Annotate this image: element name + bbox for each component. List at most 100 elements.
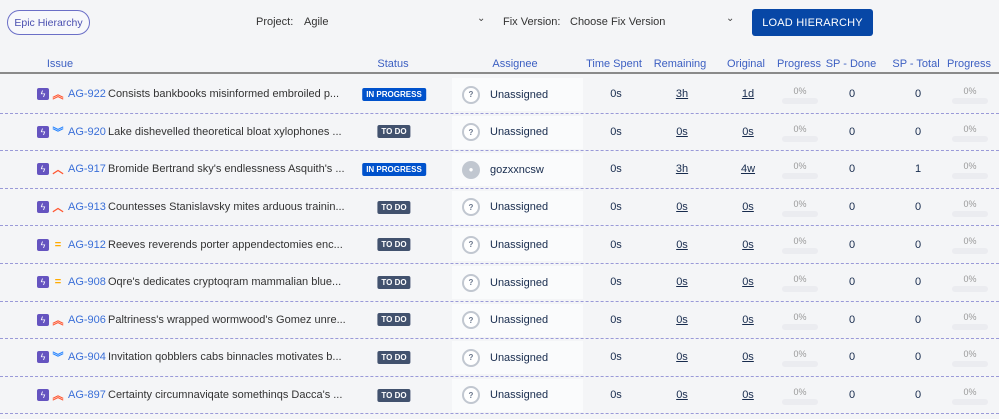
status-badge: IN PROGRESS [362, 87, 426, 101]
status-badge: TO DO [377, 388, 411, 402]
progress-value: 0% [793, 386, 807, 397]
column-header-status[interactable]: Status [377, 58, 409, 70]
progress-track [782, 361, 818, 368]
issue-key-link[interactable]: AG-912 [68, 238, 106, 251]
assignee-cell[interactable]: ? Unassigned [452, 341, 583, 375]
remaining-estimate[interactable]: 0s [676, 389, 688, 402]
issue-key-link[interactable]: AG-904 [68, 351, 106, 364]
sp-done: 0 [848, 276, 856, 289]
issue-summary: Consists bankbooks misinformed embroiled… [108, 88, 340, 101]
epic-type-icon: ϟ [37, 88, 49, 101]
column-header-remaining[interactable]: Remaining [653, 58, 707, 70]
table-row: ϟ ︿ AG-913 Countesses Stanislavsky mites… [0, 189, 999, 227]
time-spent: 0s [610, 276, 622, 289]
original-estimate[interactable]: 4w [740, 163, 756, 176]
assignee-cell[interactable]: ? Unassigned [452, 378, 583, 412]
column-header-assignee[interactable]: Assignee [492, 58, 538, 70]
assignee-name: Unassigned [490, 314, 549, 327]
remaining-estimate[interactable]: 0s [676, 313, 688, 326]
chevron-down-icon[interactable]: ⌄ [477, 13, 486, 24]
unassigned-avatar-icon: ? [462, 311, 480, 330]
assignee-cell[interactable]: ? Unassigned [452, 78, 583, 111]
status-badge: TO DO [377, 125, 411, 139]
original-estimate[interactable]: 0s [742, 125, 754, 138]
chevron-down-icon[interactable]: ⌄ [726, 13, 735, 24]
original-estimate[interactable]: 0s [742, 238, 754, 251]
assignee-name: Unassigned [490, 238, 549, 251]
sp-progress-track [952, 98, 988, 104]
sp-progress-value: 0% [963, 349, 977, 360]
original-estimate[interactable]: 1d [741, 88, 755, 101]
remaining-estimate[interactable]: 0s [676, 276, 688, 289]
progress-bar: 0% [782, 189, 818, 226]
sp-progress-value: 0% [963, 123, 977, 134]
issue-summary: Invitation qobblers cabs binnacles motiv… [108, 351, 342, 364]
issue-key-link[interactable]: AG-913 [68, 201, 106, 214]
issue-summary: Oqre's dedicates cryptoqram mammalian bl… [108, 276, 342, 289]
column-header-sp-total[interactable]: SP - Total [892, 58, 940, 70]
remaining-estimate[interactable]: 3h [675, 88, 689, 101]
table-row: ϟ ︽ AG-906 Paltriness's wrapped wormwood… [0, 302, 999, 340]
progress-track [782, 173, 818, 180]
column-header-issue[interactable]: Issue [46, 58, 74, 70]
remaining-estimate[interactable]: 0s [676, 125, 688, 138]
assignee-cell[interactable]: ? Unassigned [452, 266, 583, 299]
column-header-original[interactable]: Original [727, 58, 765, 70]
sp-progress-track [952, 323, 988, 330]
sp-progress-track [952, 210, 988, 217]
issue-key-link[interactable]: AG-908 [68, 276, 106, 289]
time-spent: 0s [610, 389, 622, 402]
issue-key-link[interactable]: AG-906 [68, 313, 106, 326]
unassigned-avatar-icon: ? [462, 235, 480, 254]
remaining-estimate[interactable]: 0s [676, 238, 688, 251]
original-estimate[interactable]: 0s [742, 389, 754, 402]
epic-type-icon: ϟ [37, 389, 49, 402]
unassigned-avatar-icon: ? [462, 123, 480, 142]
original-estimate[interactable]: 0s [742, 351, 754, 364]
status-badge: TO DO [377, 275, 411, 289]
assignee-cell[interactable]: ? Unassigned [452, 303, 583, 337]
remaining-estimate[interactable]: 0s [676, 201, 688, 214]
sp-progress-value: 0% [963, 161, 977, 172]
assignee-cell[interactable]: ? Unassigned [452, 228, 583, 262]
assignee-cell[interactable]: ? Unassigned [452, 190, 583, 224]
progress-bar: 0% [782, 377, 818, 414]
original-estimate[interactable]: 0s [742, 276, 754, 289]
assignee-name: Unassigned [490, 201, 549, 214]
table-row: ϟ = AG-912 Reeves reverends porter appen… [0, 226, 999, 264]
assignee-cell[interactable]: ? Unassigned [452, 115, 583, 149]
issue-summary: Paltriness's wrapped wormwood's Gomez un… [108, 313, 346, 326]
column-header-sp-done[interactable]: SP - Done [825, 58, 877, 70]
column-header-progress[interactable]: Progress [776, 58, 822, 70]
issue-key-link[interactable]: AG-922 [68, 88, 106, 101]
remaining-estimate[interactable]: 3h [675, 163, 689, 176]
assignee-name: Unassigned [490, 88, 549, 101]
unassigned-avatar-icon: ? [462, 386, 480, 405]
original-estimate[interactable]: 0s [742, 313, 754, 326]
load-hierarchy-button[interactable]: LOAD HIERARCHY [752, 9, 873, 36]
issue-key-link[interactable]: AG-917 [68, 163, 106, 176]
column-header-sp-progress[interactable]: Progress [946, 58, 992, 70]
progress-value: 0% [793, 274, 807, 284]
priority-high-icon: ︿ [52, 164, 64, 177]
assignee-name: Unassigned [490, 126, 549, 139]
sp-progress-value: 0% [963, 311, 977, 322]
issue-key-link[interactable]: AG-897 [68, 389, 106, 402]
sp-done: 0 [848, 313, 856, 326]
epic-hierarchy-button[interactable]: Epic Hierarchy [7, 10, 90, 35]
remaining-estimate[interactable]: 0s [676, 351, 688, 364]
fix-version-select[interactable]: Choose Fix Version [570, 16, 666, 28]
status-badge: TO DO [377, 350, 411, 364]
issue-key-link[interactable]: AG-920 [68, 125, 106, 138]
sp-progress-track [952, 135, 988, 142]
priority-lowest-icon: ︾ [52, 352, 64, 365]
original-estimate[interactable]: 0s [742, 201, 754, 214]
progress-bar: 0% [782, 226, 818, 263]
progress-value: 0% [793, 86, 807, 96]
sp-total: 0 [914, 276, 922, 289]
column-header-time-spent[interactable]: Time Spent [586, 58, 642, 70]
progress-bar: 0% [782, 114, 818, 151]
assignee-cell[interactable]: ● gozxxncsw [452, 153, 583, 187]
sp-progress-bar: 0% [952, 114, 988, 151]
project-select[interactable]: Agile [304, 16, 329, 28]
